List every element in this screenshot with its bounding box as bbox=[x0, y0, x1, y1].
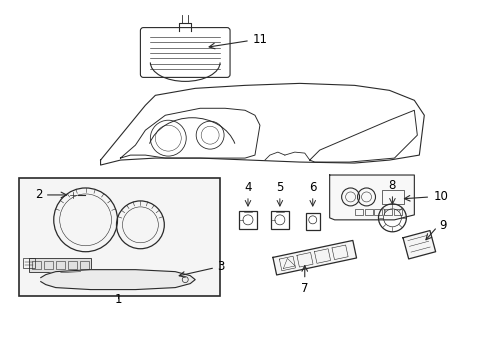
Polygon shape bbox=[329, 175, 413, 220]
Polygon shape bbox=[272, 240, 356, 275]
Text: 10: 10 bbox=[432, 190, 447, 203]
Bar bbox=[374, 209, 382, 215]
Bar bbox=[44, 261, 53, 269]
Text: 4: 4 bbox=[244, 181, 251, 194]
Text: 1: 1 bbox=[115, 293, 122, 306]
Text: 8: 8 bbox=[388, 179, 395, 192]
Bar bbox=[67, 261, 77, 269]
Bar bbox=[80, 261, 88, 269]
Text: 3: 3 bbox=[217, 260, 224, 273]
Text: 5: 5 bbox=[276, 181, 283, 194]
Bar bbox=[394, 209, 402, 215]
Bar bbox=[384, 209, 392, 215]
Bar bbox=[32, 261, 41, 269]
Bar bbox=[67, 190, 78, 200]
Text: 9: 9 bbox=[438, 219, 446, 232]
Bar bbox=[354, 209, 362, 215]
Bar bbox=[29, 258, 90, 272]
Text: 7: 7 bbox=[301, 282, 308, 294]
Bar bbox=[56, 261, 64, 269]
Bar bbox=[382, 190, 404, 204]
Text: 2: 2 bbox=[35, 188, 42, 202]
Bar bbox=[23, 258, 35, 268]
Text: 11: 11 bbox=[252, 33, 267, 46]
Polygon shape bbox=[41, 270, 195, 289]
Bar bbox=[364, 209, 372, 215]
Bar bbox=[239, 211, 256, 229]
Bar bbox=[19, 178, 220, 296]
Bar bbox=[270, 211, 288, 229]
Text: 6: 6 bbox=[308, 181, 316, 194]
Bar bbox=[305, 213, 319, 230]
Polygon shape bbox=[402, 230, 435, 259]
